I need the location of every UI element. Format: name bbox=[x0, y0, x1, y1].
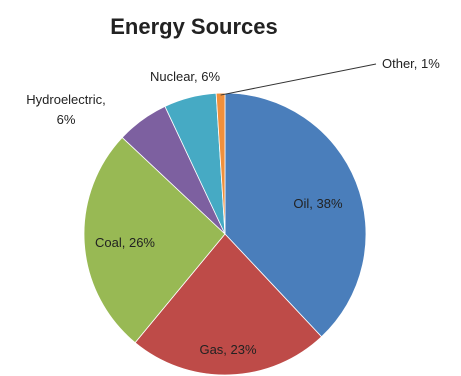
pie-slice-oil bbox=[224, 92, 367, 338]
pie-slice-other bbox=[215, 92, 226, 235]
slice-label-coal: Coal, 26% bbox=[95, 235, 155, 250]
slice-label-hydroelectric: Hydroelectric, 6% bbox=[26, 92, 105, 127]
pie-slice-gas bbox=[134, 233, 323, 376]
leader-lines bbox=[220, 63, 377, 96]
slice-label-gas: Gas, 23% bbox=[199, 342, 257, 357]
pie-slices bbox=[83, 92, 367, 376]
pie-slice-coal bbox=[83, 136, 226, 344]
slice-labels: Oil, 38% Gas, 23% Coal, 26% Hydroelectric, 6… bbox=[26, 56, 440, 357]
chart-title: Energy Sources bbox=[110, 14, 278, 39]
slice-label-nuclear: Nuclear, 6% bbox=[150, 69, 221, 84]
slice-label-oil: Oil, 38% bbox=[293, 196, 343, 211]
slice-label-other: Other, 1% bbox=[382, 56, 440, 71]
leader-line-other bbox=[220, 63, 377, 96]
